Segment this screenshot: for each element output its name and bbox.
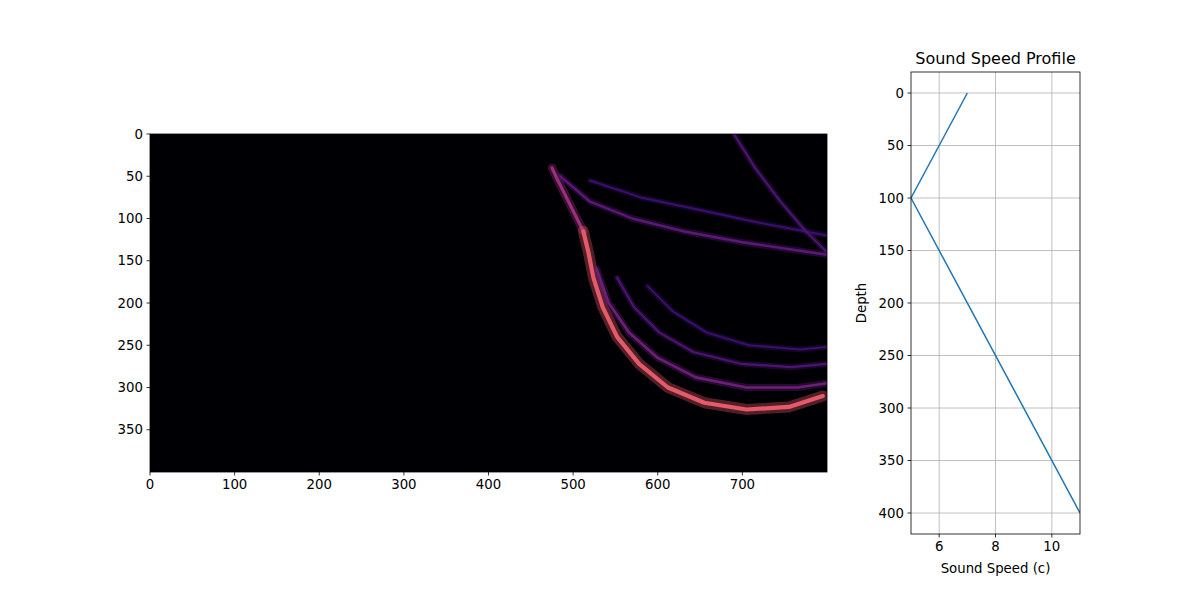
y-tick-label: 300: [118, 380, 143, 395]
y-tick: [908, 355, 912, 356]
y-tick: [147, 260, 151, 261]
x-tick: [939, 534, 940, 538]
wavefront-glow: [734, 134, 827, 252]
wavefront-glow: [552, 168, 583, 231]
x-tick-label: 10: [1043, 539, 1060, 554]
grid-line: [911, 408, 1080, 409]
image-background: [150, 134, 827, 472]
y-tick-label: 100: [879, 191, 904, 206]
grid-line: [911, 513, 1080, 514]
y-tick: [908, 303, 912, 304]
wavefront: [648, 286, 827, 349]
y-tick-label: 350: [118, 422, 143, 437]
x-tick-label: 700: [730, 477, 755, 492]
x-tick: [995, 534, 996, 538]
y-tick-label: 200: [118, 296, 143, 311]
wavefront-glow: [648, 286, 827, 349]
title: Sound Speed Profile: [915, 49, 1075, 68]
x-tick-label: 0: [146, 477, 154, 492]
x-tick: [657, 472, 658, 476]
wavefront: [560, 176, 827, 255]
y-tick: [908, 93, 912, 94]
y-tick: [908, 513, 912, 514]
grid-line: [911, 93, 1080, 94]
y-tick-label: 250: [118, 338, 143, 353]
grid-line: [911, 460, 1080, 461]
x-tick: [319, 472, 320, 476]
y-tick-label: 50: [126, 169, 143, 184]
y-tick-label: 250: [879, 348, 904, 363]
x-tick: [742, 472, 743, 476]
lines: [911, 93, 1080, 513]
x-tick: [150, 472, 151, 476]
wavefront-glow: [590, 181, 827, 236]
wavefield: [552, 134, 827, 410]
y-tick-label: 200: [879, 296, 904, 311]
axes-ticks: 6810050100150200250300350400: [879, 72, 1080, 554]
y-tick-label: 150: [879, 243, 904, 258]
y-tick: [908, 408, 912, 409]
wavefront-glow: [597, 269, 827, 387]
x-tick-label: 100: [222, 477, 247, 492]
background: [0, 0, 1200, 600]
grid-line: [911, 250, 1080, 251]
y-tick: [147, 176, 151, 177]
wavefront-glow: [560, 176, 827, 255]
axes-ticks: 0 100 200 300 400 500 600 700 0 50 100 150 200 250 300…: [118, 127, 755, 492]
wavefront: [590, 181, 827, 236]
wavefront-glow: [617, 278, 827, 368]
y-tick: [147, 134, 151, 135]
grid-line: [911, 198, 1080, 199]
profile-line: [911, 93, 1080, 513]
y-tick: [908, 250, 912, 251]
y-tick: [908, 198, 912, 199]
axes-frame: [150, 134, 827, 472]
y-tick-label: 400: [879, 506, 904, 521]
y-tick: [908, 145, 912, 146]
x-tick: [403, 472, 404, 476]
y-tick-label: 0: [135, 127, 143, 142]
grid-line: [911, 303, 1080, 304]
y-tick: [147, 345, 151, 346]
y-tick: [147, 387, 151, 388]
y-tick-label: 100: [118, 211, 143, 226]
x-tick-label: 6: [935, 539, 943, 554]
x-tick-label: 500: [560, 477, 585, 492]
figure: 0100200300400500600700050100150200250300…: [0, 0, 1200, 600]
y-tick: [147, 429, 151, 430]
y-tick-label: 50: [887, 138, 904, 153]
x-tick: [1051, 534, 1052, 538]
x-tick-label: 300: [391, 477, 416, 492]
y-tick: [147, 303, 151, 304]
x-tick: [573, 472, 574, 476]
x-tick: [234, 472, 235, 476]
x-axis-label: Sound Speed (c): [941, 561, 1051, 576]
wavefront: [552, 168, 583, 231]
y-tick-label: 300: [879, 401, 904, 416]
wavefront: [597, 269, 827, 387]
x-tick-label: 400: [476, 477, 501, 492]
x-tick-label: 200: [307, 477, 332, 492]
wavefront: [617, 278, 827, 368]
grid-line: [911, 145, 1080, 146]
y-tick: [908, 460, 912, 461]
y-axis-label: Depth: [854, 283, 869, 324]
axes-frame: [911, 72, 1080, 534]
y-tick: [147, 218, 151, 219]
y-tick-label: 150: [118, 253, 143, 268]
x-tick: [488, 472, 489, 476]
y-tick-label: 350: [879, 453, 904, 468]
wavefront: [734, 134, 827, 252]
x-tick-label: 8: [991, 539, 999, 554]
y-tick-label: 0: [896, 86, 904, 101]
x-tick-label: 600: [645, 477, 670, 492]
